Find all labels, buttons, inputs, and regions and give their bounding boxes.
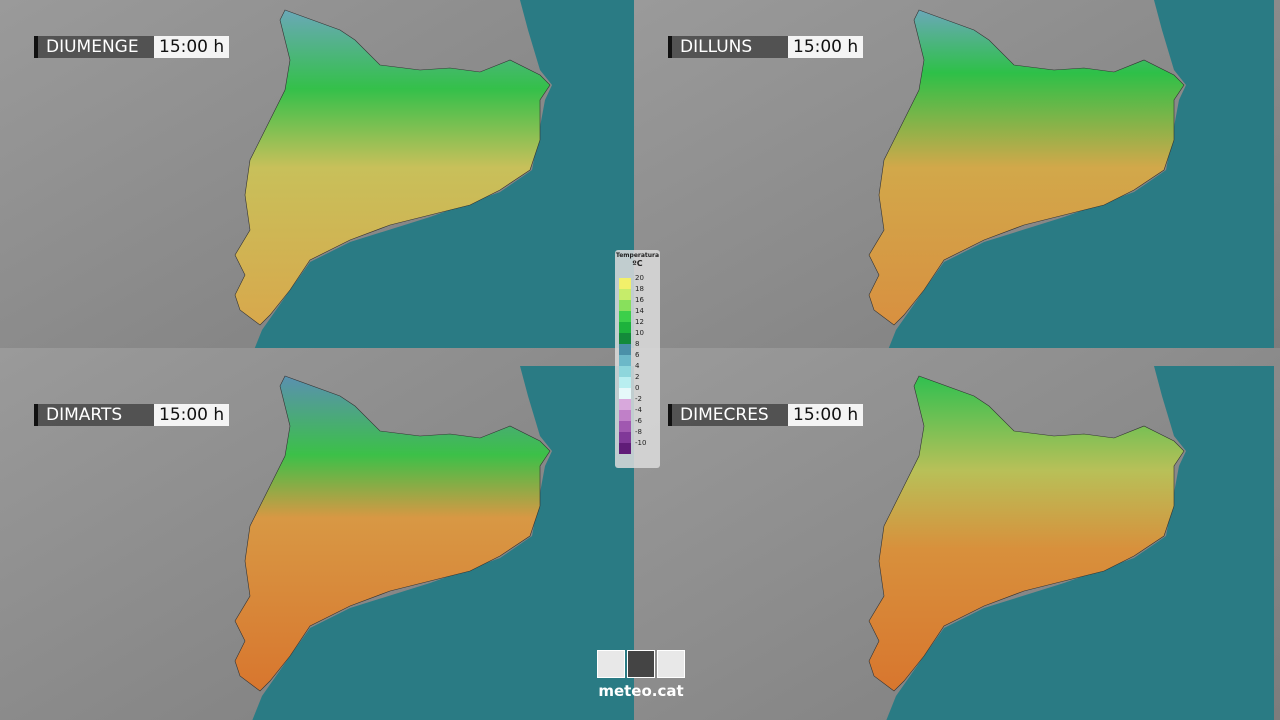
- legend-swatch: [619, 322, 631, 333]
- legend-label: -8: [635, 428, 642, 436]
- legend-swatch: [619, 311, 631, 322]
- map-panel: [634, 0, 1280, 360]
- day-label: DIMECRES 15:00 h: [668, 404, 864, 426]
- legend-swatch: [619, 410, 631, 421]
- legend-label: -6: [635, 417, 642, 425]
- legend-swatch: [619, 388, 631, 399]
- time: 15:00 h: [154, 404, 230, 426]
- day: DIMARTS: [38, 404, 154, 426]
- logo-icon: [597, 650, 625, 678]
- day-label: DILLUNS 15:00 h: [668, 36, 864, 58]
- legend-swatch: [619, 278, 631, 289]
- time: 15:00 h: [154, 36, 230, 58]
- legend-label: 0: [635, 384, 640, 392]
- legend-swatch: [619, 344, 631, 355]
- legend-label: 12: [635, 318, 644, 326]
- legend-swatch: [619, 333, 631, 344]
- legend-title: Temperatura: [615, 252, 660, 259]
- logo-text: meteo.cat: [598, 682, 684, 700]
- legend-swatch: [619, 399, 631, 410]
- legend-label: -10: [635, 439, 647, 447]
- legend-swatch: [619, 377, 631, 388]
- logo-icon: [657, 650, 685, 678]
- legend-label: 14: [635, 307, 644, 315]
- day-label: DIMARTS 15:00 h: [34, 404, 230, 426]
- legend-label: 18: [635, 285, 644, 293]
- legend-label: 8: [635, 340, 640, 348]
- legend-swatch: [619, 366, 631, 377]
- time: 15:00 h: [788, 36, 864, 58]
- legend-label: 20: [635, 274, 644, 282]
- legend-swatch: [619, 443, 631, 454]
- legend-label: 4: [635, 362, 640, 370]
- day: DIMECRES: [672, 404, 788, 426]
- day-label: DIUMENGE 15:00 h: [34, 36, 230, 58]
- legend: Temperatura ºC 20 18 16 14 12 10 8 6 4 2 0 -2 -4 -6 -8…: [615, 250, 660, 468]
- legend-label: -2: [635, 395, 642, 403]
- map-panel: [0, 0, 640, 360]
- day: DILLUNS: [672, 36, 788, 58]
- time: 15:00 h: [788, 404, 864, 426]
- legend-unit: ºC: [632, 259, 643, 268]
- legend-label: 6: [635, 351, 640, 359]
- legend-swatch: [619, 432, 631, 443]
- logo: meteo.cat: [596, 650, 686, 700]
- legend-swatch: [619, 421, 631, 432]
- legend-swatch: [619, 289, 631, 300]
- legend-swatch: [619, 300, 631, 311]
- legend-label: 10: [635, 329, 644, 337]
- legend-swatch: [619, 355, 631, 366]
- logo-icon: [627, 650, 655, 678]
- legend-label: -4: [635, 406, 642, 414]
- legend-label: 2: [635, 373, 640, 381]
- day: DIUMENGE: [38, 36, 154, 58]
- legend-label: 16: [635, 296, 644, 304]
